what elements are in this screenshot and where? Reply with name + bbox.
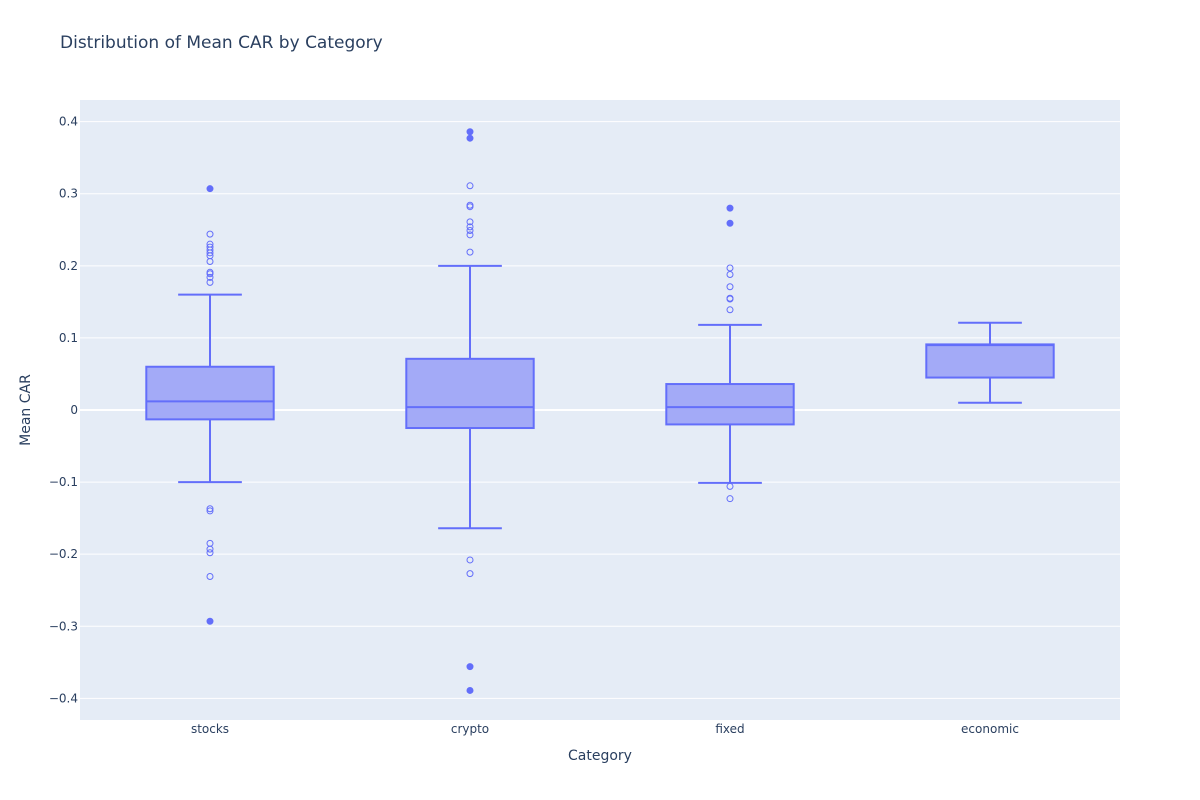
suspected-outlier-point — [206, 230, 214, 238]
y-tick-label: −0.1 — [49, 475, 78, 489]
outlier-point — [466, 128, 474, 136]
x-axis-title: Category — [568, 748, 632, 764]
suspected-outlier-point — [466, 203, 474, 211]
x-tick-label: stocks — [191, 722, 229, 736]
y-tick-label: 0.3 — [59, 187, 78, 201]
outlier-point — [466, 686, 474, 694]
suspected-outlier-point — [206, 505, 214, 513]
box-stocks — [145, 185, 275, 625]
outlier-point — [206, 185, 214, 193]
suspected-outlier-point — [726, 295, 734, 303]
suspected-outlier-point — [726, 495, 734, 503]
suspected-outlier-point — [206, 278, 214, 286]
x-tick-label: economic — [961, 722, 1019, 736]
y-tick-label: 0.2 — [59, 259, 78, 273]
suspected-outlier-point — [726, 270, 734, 278]
suspected-outlier-point — [466, 556, 474, 564]
chart-title: Distribution of Mean CAR by Category — [60, 33, 383, 53]
suspected-outlier-point — [726, 306, 734, 314]
outlier-point — [726, 204, 734, 212]
iqr-box — [665, 383, 795, 426]
suspected-outlier-point — [726, 482, 734, 490]
box-fixed — [665, 204, 795, 503]
outlier-point — [206, 617, 214, 625]
suspected-outlier-point — [206, 507, 214, 515]
boxes — [145, 128, 1055, 694]
y-tick-label: −0.3 — [49, 619, 78, 633]
outlier-point — [726, 219, 734, 227]
suspected-outlier-point — [206, 573, 214, 581]
iqr-box — [925, 343, 1055, 379]
iqr-box — [405, 357, 535, 430]
y-tick-label: 0.4 — [59, 115, 78, 129]
box-economic — [925, 321, 1055, 404]
iqr-box — [145, 365, 275, 421]
suspected-outlier-point — [206, 270, 214, 278]
suspected-outlier-point — [466, 570, 474, 578]
suspected-outlier-point — [466, 182, 474, 190]
outlier-point — [466, 663, 474, 671]
suspected-outlier-point — [466, 248, 474, 256]
y-axis-title: Mean CAR — [18, 374, 34, 446]
y-tick-label: −0.4 — [49, 691, 78, 705]
suspected-outlier-point — [466, 223, 474, 231]
box-crypto — [405, 128, 535, 694]
suspected-outlier-point — [466, 231, 474, 239]
suspected-outlier-point — [466, 218, 474, 226]
y-tick-labels: 0.4 0.3 0.2 0.1 0 −0.1 −0.2 −0.3 −0.4 — [49, 115, 78, 706]
suspected-outlier-point — [206, 249, 214, 257]
y-tick-label: 0 — [70, 403, 78, 417]
y-tick-label: 0.1 — [59, 331, 78, 345]
suspected-outlier-point — [206, 257, 214, 265]
x-tick-labels: stocks crypto fixed economic — [191, 722, 1019, 736]
suspected-outlier-point — [466, 226, 474, 234]
suspected-outlier-point — [206, 545, 214, 553]
y-tick-label: −0.2 — [49, 547, 78, 561]
suspected-outlier-point — [726, 283, 734, 291]
suspected-outlier-point — [206, 273, 214, 281]
x-tick-label: crypto — [451, 722, 489, 736]
x-tick-label: fixed — [715, 722, 744, 736]
suspected-outlier-point — [206, 549, 214, 557]
outlier-point — [466, 134, 474, 142]
